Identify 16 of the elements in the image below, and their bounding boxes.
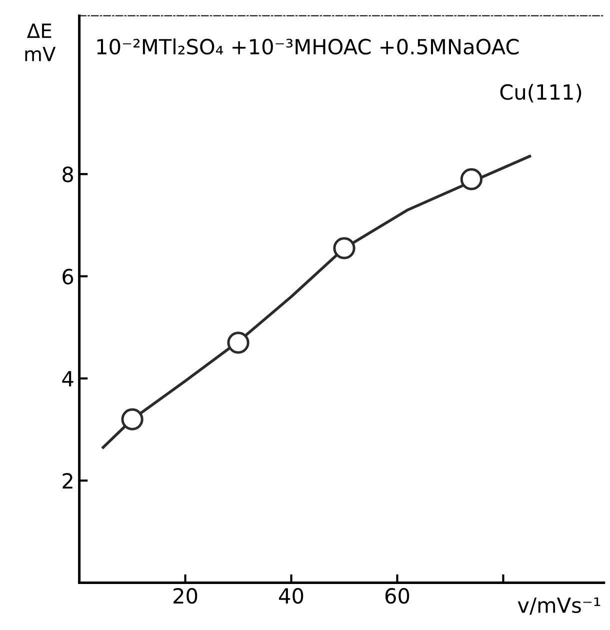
annotation: Cu(111) <box>500 84 582 102</box>
y-tick-label: 8 <box>62 166 74 182</box>
point <box>333 237 356 260</box>
point <box>460 168 482 190</box>
line-series <box>102 154 532 449</box>
point <box>121 408 144 430</box>
text: 10⁻²MTl₂SO₄ +10⁻³MHOAC +0.5MNaOAC <box>97 38 519 55</box>
point <box>227 332 250 354</box>
x-tick-label: 40 <box>279 588 304 604</box>
x-axis-title: v/mVs⁻¹ <box>518 597 600 615</box>
y-tick-label: 4 <box>62 371 74 386</box>
x-tick-label: 20 <box>174 588 198 604</box>
x-tick-label: 60 <box>385 588 410 604</box>
y-tick-label: 2 <box>62 473 72 489</box>
y-axis-title: ΔE mV <box>25 24 56 62</box>
y-tick-label: 6 <box>62 268 74 284</box>
